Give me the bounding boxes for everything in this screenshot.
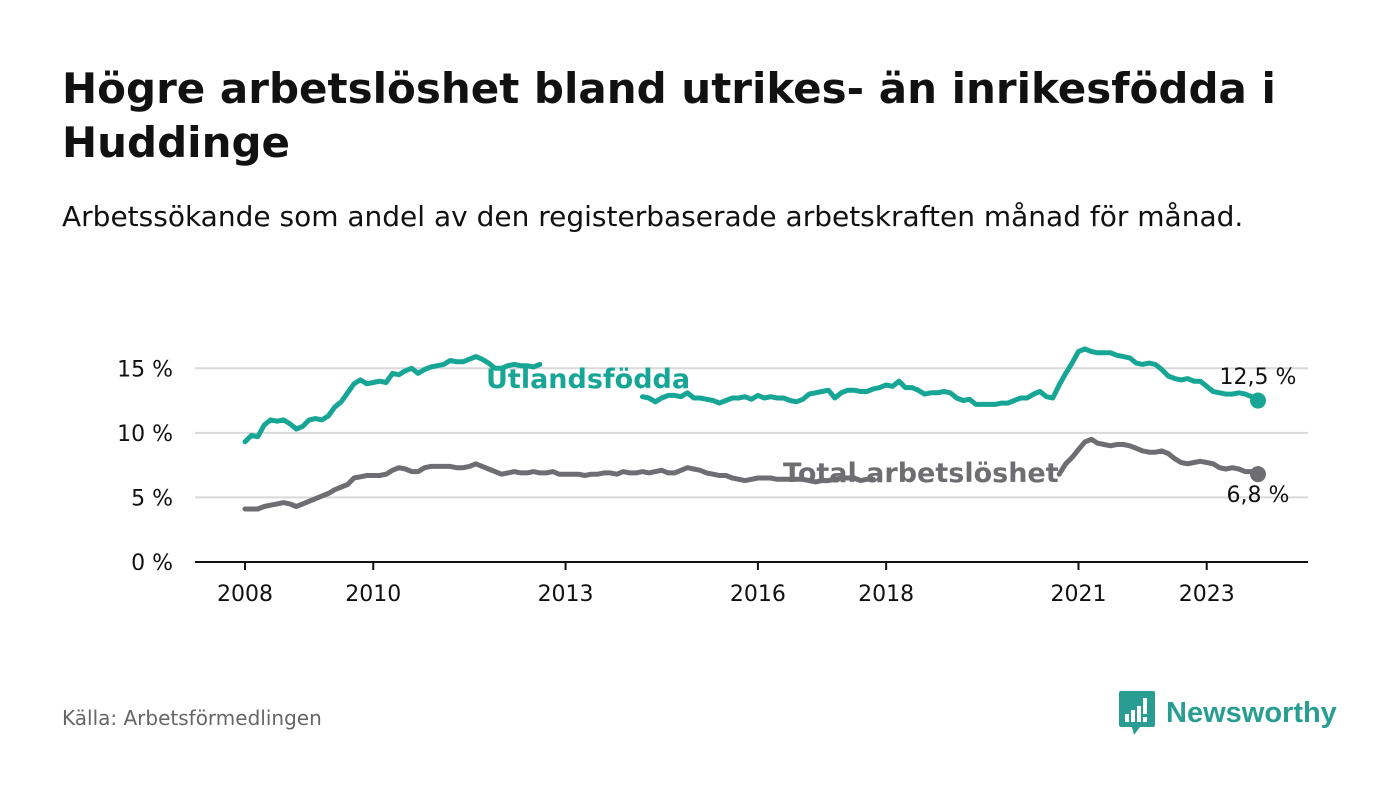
y-tick-label: 0 % bbox=[131, 551, 173, 576]
series-labels: Utlandsfödda Total arbetslöshet 12,5 % 6,8 … bbox=[486, 364, 1296, 508]
x-tick-label: 2010 bbox=[345, 582, 401, 607]
source-note: Källa: Arbetsförmedlingen bbox=[62, 706, 322, 730]
x-axis: 2008 2010 2013 2016 2018 2021 2023 bbox=[195, 561, 1308, 607]
series-label-utlandsfodda: Utlandsfödda bbox=[486, 364, 690, 395]
series-label-total: Total arbetslöshet bbox=[783, 458, 1059, 489]
endpoint-utlandsfodda bbox=[1250, 392, 1266, 409]
x-tick-label: 2013 bbox=[538, 582, 594, 607]
newsworthy-logo-icon bbox=[1119, 691, 1155, 735]
end-label-utlandsfodda: 12,5 % bbox=[1220, 365, 1297, 390]
series-line-total bbox=[242, 436, 1261, 512]
x-tick-label: 2023 bbox=[1179, 582, 1235, 607]
x-tick-label: 2008 bbox=[217, 582, 273, 607]
x-tick-label: 2021 bbox=[1050, 582, 1106, 607]
chart-title: Högre arbetslöshet bland utrikes- än inr… bbox=[62, 64, 1276, 167]
gridlines bbox=[195, 367, 1308, 499]
series-line-utlandsfodda bbox=[242, 346, 1261, 445]
end-label-total: 6,8 % bbox=[1227, 483, 1290, 508]
y-tick-label: 15 % bbox=[117, 357, 173, 382]
series-lines bbox=[242, 346, 1266, 512]
chart-subtitle: Arbetssökande som andel av den registerb… bbox=[62, 200, 1244, 233]
endpoint-total bbox=[1250, 466, 1266, 483]
x-tick-label: 2018 bbox=[858, 582, 914, 607]
brand[interactable]: Newsworthy bbox=[1118, 690, 1337, 736]
y-axis-labels: 0 % 5 % 10 % 15 % bbox=[117, 357, 173, 576]
brand-name: Newsworthy bbox=[1166, 696, 1337, 729]
x-tick-label: 2016 bbox=[730, 582, 786, 607]
y-tick-label: 5 % bbox=[131, 486, 173, 511]
y-tick-label: 10 % bbox=[117, 422, 173, 447]
